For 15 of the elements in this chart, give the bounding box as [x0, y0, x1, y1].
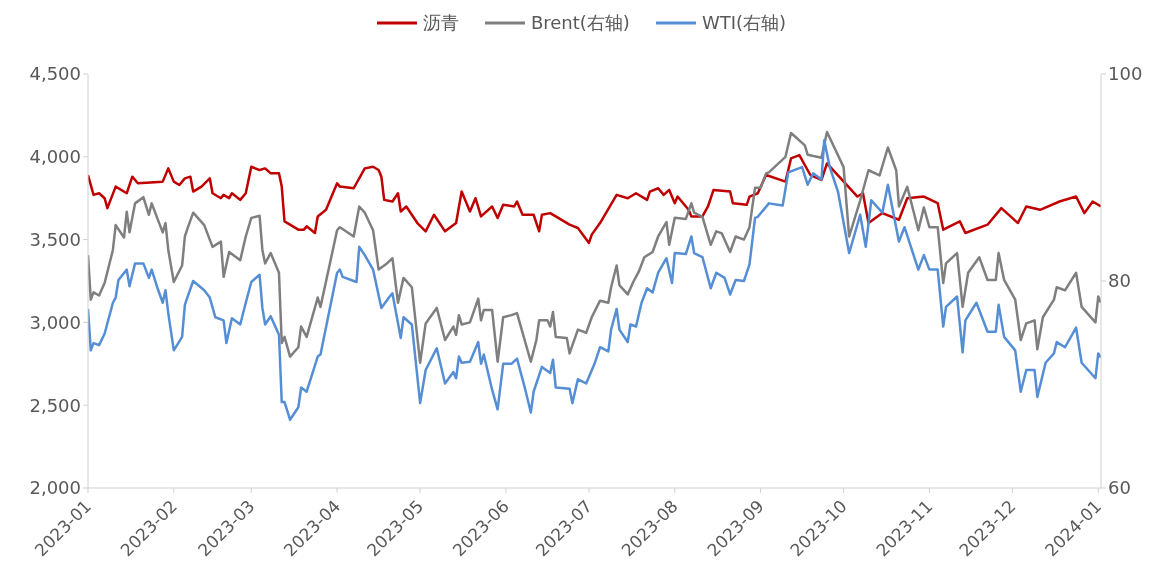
line-series — [88, 138, 1101, 421]
y-tick-label: 4,500 — [29, 63, 81, 85]
line-series — [88, 130, 1101, 365]
line-series — [88, 153, 1101, 245]
y2-tick-label: 100 — [1108, 63, 1143, 85]
y-tick-label: 3,500 — [29, 228, 81, 250]
y2-tick-label: 60 — [1108, 477, 1131, 499]
legend-label: WTI(右轴) — [701, 11, 787, 35]
legend-label: 沥青 — [422, 11, 459, 35]
y-tick-label: 4,000 — [29, 146, 81, 168]
y2-tick-label: 80 — [1108, 270, 1131, 292]
y-tick-label: 2,500 — [29, 394, 81, 416]
y-tick-label: 2,000 — [29, 477, 81, 499]
legend-label: Brent(右轴) — [530, 11, 630, 35]
y-tick-label: 3,000 — [29, 311, 81, 333]
